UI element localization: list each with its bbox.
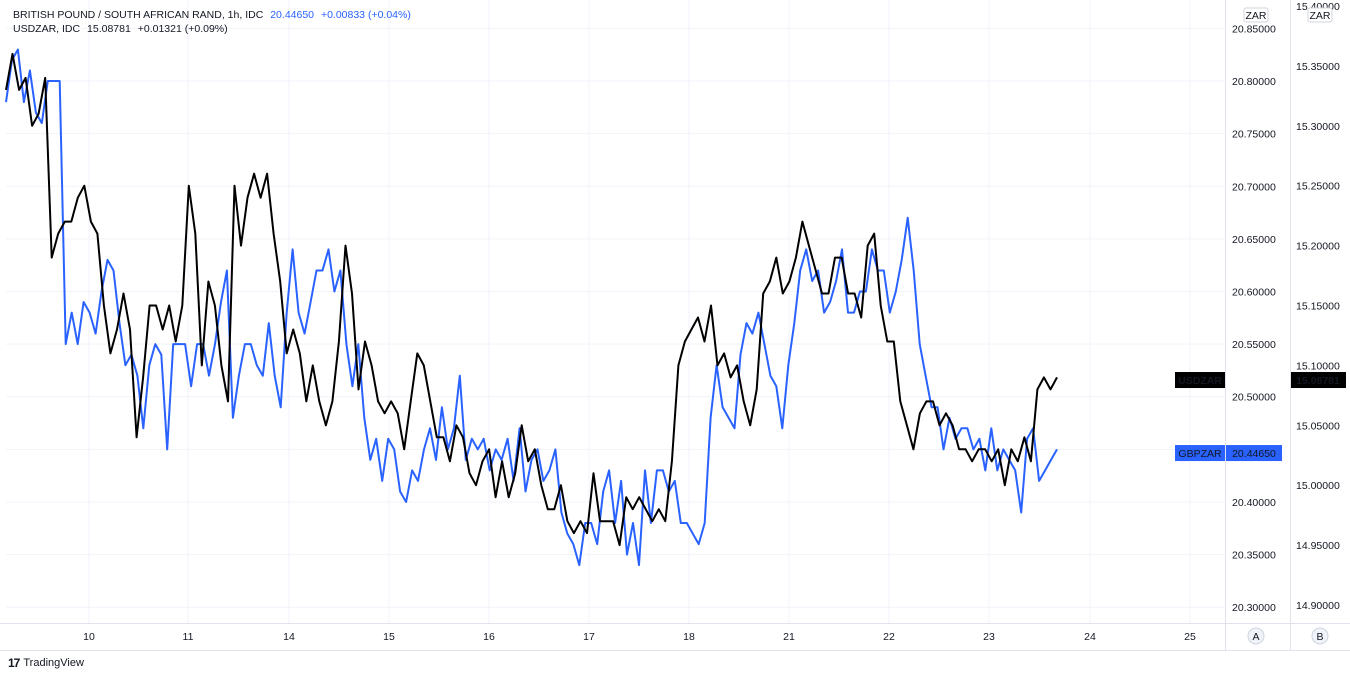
tradingview-brand: TradingView (23, 657, 84, 669)
usdzar-name-tag (1175, 372, 1225, 389)
y-left-tick-label: 20.60000 (1232, 287, 1276, 299)
x-tick-label: 15 (383, 631, 395, 643)
legend-gbpzar-price: 20.44650 (270, 9, 315, 21)
y-right-tick-label: 14.90000 (1296, 600, 1340, 612)
gbpzar-name-tag (1175, 445, 1225, 462)
left-scale-unit-label: ZAR (1246, 10, 1267, 22)
y-left-tick-label: 20.70000 (1232, 181, 1276, 193)
x-tick-label: 25 (1184, 631, 1196, 643)
y-right-tick-label: 15.00000 (1296, 480, 1340, 492)
y-right-tick-label: 15.35000 (1296, 61, 1340, 73)
scale-a-button[interactable] (1247, 627, 1265, 645)
legend-gbpzar-change: +0.00833 (+0.04%) (320, 9, 411, 21)
series-line-usdzar (5, 52, 1058, 547)
y-right-tick-label: 15.25000 (1296, 181, 1340, 193)
scale-b-label: B (1316, 631, 1323, 643)
series-layer (5, 48, 1058, 567)
y-left-tick-label: 20.30000 (1232, 602, 1276, 614)
legend-usdzar-price: 15.08781 (87, 23, 131, 35)
x-tick-label: 24 (1084, 631, 1096, 643)
y-right-tick-label: 15.30000 (1296, 121, 1340, 133)
y-left-tick-label: 20.40000 (1232, 497, 1276, 509)
x-tick-label: 14 (283, 631, 295, 643)
tradingview-logo-icon: 17 (8, 656, 20, 670)
series-line-gbpzar (5, 48, 1058, 567)
x-tick-label: 16 (483, 631, 495, 643)
y-right-tick-label: 15.05000 (1296, 420, 1340, 432)
left-scale-unit-box[interactable] (1243, 7, 1269, 23)
legend-usdzar: USDZAR, IDC 15.08781 +0.01321 (+0.09%) (13, 23, 232, 35)
legend-usdzar-symbol: USDZAR, IDC (13, 23, 81, 35)
usdzar-name-tag-text: USDZAR (1178, 375, 1222, 387)
x-tick-label: 18 (683, 631, 695, 643)
y-left-tick-label: 20.75000 (1232, 129, 1276, 141)
axes: 10 11 14 15 16 17 18 21 22 23 24 25 20.85000 20.80000… (0, 0, 1350, 651)
x-tick-label: 11 (183, 631, 194, 643)
y-left-tick-label: 20.35000 (1232, 550, 1276, 562)
x-tick-label: 17 (583, 631, 595, 643)
usdzar-price-tag-text: 15.08781 (1296, 375, 1340, 387)
scale-a-label: A (1252, 631, 1259, 643)
gbpzar-price-tag (1226, 445, 1282, 462)
legend-gbpzar: BRITISH POUND / SOUTH AFRICAN RAND, 1h, … (13, 9, 415, 21)
y-right-tick-label: 14.95000 (1296, 540, 1340, 552)
x-tick-label: 10 (83, 631, 95, 643)
y-left-tick-label: 20.65000 (1232, 234, 1276, 246)
gbpzar-name-tag-text: GBPZAR (1178, 448, 1222, 460)
y-left-tick-label: 20.85000 (1232, 23, 1276, 35)
y-left-tick-label: 20.55000 (1232, 339, 1276, 351)
y-left-tick-label: 20.80000 (1232, 76, 1276, 88)
usdzar-price-tag (1291, 372, 1346, 389)
scale-b-button[interactable] (1311, 627, 1329, 645)
x-tick-label: 21 (783, 631, 795, 643)
y-right-tick-label: 15.20000 (1296, 241, 1340, 253)
legend-usdzar-change: +0.01321 (+0.09%) (137, 23, 228, 35)
gbpzar-price-tag-text: 20.44650 (1232, 448, 1276, 460)
legend-gbpzar-symbol: BRITISH POUND / SOUTH AFRICAN RAND, 1h, … (13, 9, 264, 21)
y-right-tick-label: 15.10000 (1296, 360, 1340, 372)
x-tick-label: 23 (983, 631, 995, 643)
y-left-tick-label: 20.50000 (1232, 392, 1276, 404)
footer-branding[interactable]: 17 TradingView (8, 656, 84, 670)
right-scale-unit-label: ZAR (1310, 10, 1331, 22)
right-scale-unit-box[interactable] (1307, 7, 1333, 23)
x-tick-label: 22 (883, 631, 895, 643)
y-right-tick-label: 15.15000 (1296, 301, 1340, 313)
